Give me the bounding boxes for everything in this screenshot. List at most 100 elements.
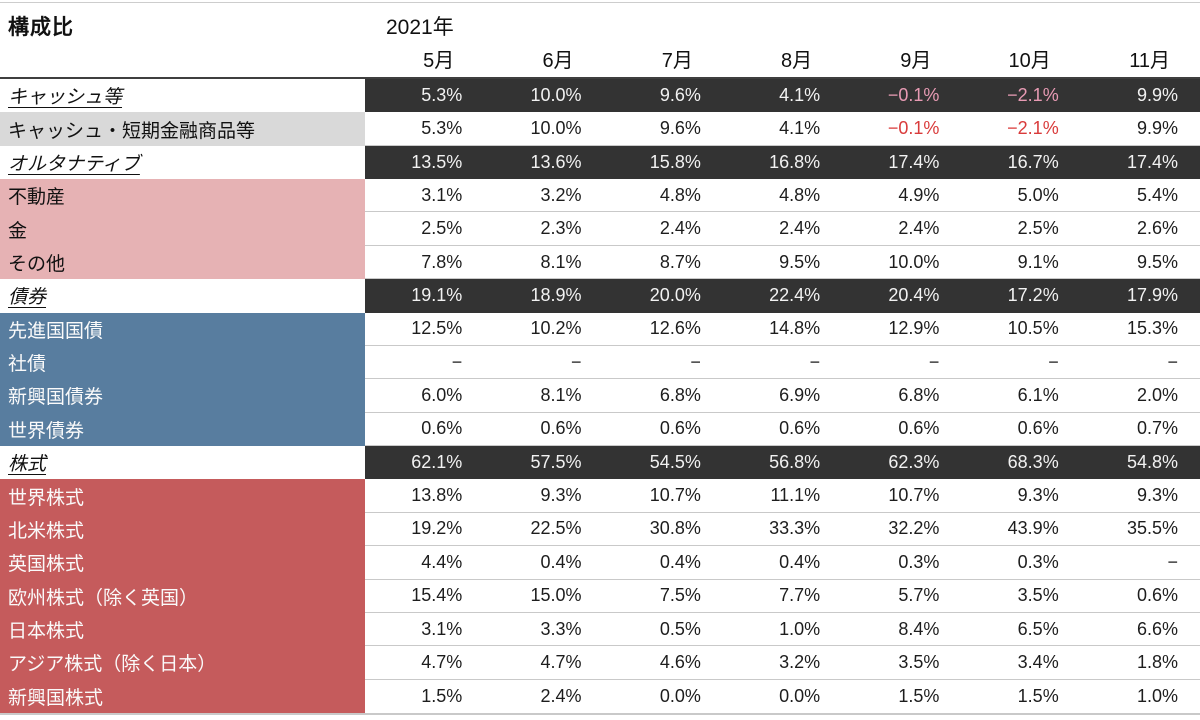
- value-cell: −2.1%: [961, 112, 1081, 146]
- value-cell: 2.5%: [365, 212, 485, 246]
- value-cell: 8.4%: [842, 612, 962, 647]
- table-row: 先進国国債 12.5% 10.2% 12.6% 14.8% 12.9% 10.5% 15.3%: [0, 312, 1200, 346]
- value-cell: 3.5%: [842, 646, 962, 680]
- value-cell: 0.6%: [365, 412, 485, 447]
- value-cell: 4.1%: [722, 112, 843, 146]
- month-header: 10月: [1008, 50, 1051, 72]
- value-cell: 6.6%: [1080, 612, 1200, 647]
- value-cell: 3.1%: [365, 612, 485, 647]
- value-cell: 68.3%: [961, 446, 1081, 480]
- value-cell: 12.9%: [842, 312, 962, 346]
- row-label: 金: [0, 212, 365, 246]
- value-cell: 62.1%: [365, 446, 485, 480]
- value-cell: 5.4%: [1080, 179, 1200, 213]
- value-cell: 4.8%: [722, 179, 843, 213]
- value-cell: 20.4%: [842, 279, 962, 313]
- value-cell: 15.3%: [1080, 312, 1200, 346]
- row-label: 先進国国債: [0, 312, 365, 346]
- value-cell: 6.0%: [365, 379, 485, 413]
- category-row: 株式 62.1% 57.5% 54.5% 56.8% 62.3% 68.3% 54.8%: [0, 446, 1200, 480]
- value-cell: −: [484, 345, 604, 380]
- table-row: 日本株式 3.1% 3.3% 0.5% 1.0% 8.4% 6.5% 6.6%: [0, 612, 1200, 647]
- value-cell: 1.0%: [722, 612, 843, 647]
- value-cell: 0.4%: [603, 546, 723, 580]
- table-row: 英国株式 4.4% 0.4% 0.4% 0.4% 0.3% 0.3% −: [0, 546, 1200, 580]
- value-cell: 6.1%: [961, 379, 1081, 413]
- value-cell: 0.0%: [722, 679, 843, 713]
- value-cell: 9.6%: [603, 112, 723, 146]
- value-cell: 2.5%: [961, 212, 1081, 246]
- value-cell: 1.5%: [961, 679, 1081, 713]
- table-row: 世界株式 13.8% 9.3% 10.7% 11.1% 10.7% 9.3% 9.3%: [0, 479, 1200, 513]
- value-cell: 2.3%: [484, 212, 604, 246]
- value-cell: 13.8%: [365, 479, 485, 513]
- row-label: 日本株式: [0, 612, 365, 647]
- value-cell: 3.5%: [961, 579, 1081, 613]
- value-cell: 43.9%: [961, 512, 1081, 547]
- category-label: オルタナティブ: [0, 145, 365, 180]
- value-cell: 0.6%: [484, 412, 604, 447]
- value-cell: 6.5%: [961, 612, 1081, 647]
- table-row: 不動産 3.1% 3.2% 4.8% 4.8% 4.9% 5.0% 5.4%: [0, 179, 1200, 213]
- table-row: 北米株式 19.2% 22.5% 30.8% 33.3% 32.2% 43.9% 35.5%: [0, 512, 1200, 547]
- value-cell: 10.7%: [842, 479, 962, 513]
- row-label: 英国株式: [0, 546, 365, 580]
- value-cell: 9.3%: [484, 479, 604, 513]
- month-header: 6月: [542, 50, 574, 72]
- value-cell: 4.7%: [365, 646, 485, 680]
- value-cell: 6.8%: [603, 379, 723, 413]
- value-cell: 1.0%: [1080, 679, 1200, 713]
- row-label: 不動産: [0, 179, 365, 213]
- category-row: オルタナティブ 13.5% 13.6% 15.8% 16.8% 17.4% 16.7% 17.…: [0, 145, 1200, 180]
- value-cell: 0.6%: [722, 412, 843, 447]
- value-cell: 15.8%: [603, 145, 723, 180]
- value-cell: 2.4%: [842, 212, 962, 246]
- value-cell: 10.0%: [484, 79, 604, 113]
- month-header: 7月: [661, 50, 693, 72]
- table-row: アジア株式（除く日本） 4.7% 4.7% 4.6% 3.2% 3.5% 3.4% 1.8%: [0, 646, 1200, 680]
- year-label: 2021年: [386, 16, 454, 39]
- value-cell: 10.0%: [484, 112, 604, 146]
- table-row: その他 7.8% 8.1% 8.7% 9.5% 10.0% 9.1% 9.5%: [0, 245, 1200, 280]
- table-row: 欧州株式（除く英国） 15.4% 15.0% 7.5% 7.7% 5.7% 3.5% 0.6%: [0, 579, 1200, 613]
- row-label: 欧州株式（除く英国）: [0, 579, 365, 613]
- value-cell: 9.6%: [603, 79, 723, 113]
- table-row: 社債 − − − − − − −: [0, 345, 1200, 380]
- table-row: 世界債券 0.6% 0.6% 0.6% 0.6% 0.6% 0.6% 0.7%: [0, 412, 1200, 447]
- value-cell: 17.4%: [1080, 145, 1200, 180]
- value-cell: 1.5%: [365, 679, 485, 713]
- value-cell: 0.5%: [603, 612, 723, 647]
- value-cell: 3.2%: [722, 646, 843, 680]
- table-row: キャッシュ・短期金融商品等 5.3% 10.0% 9.6% 4.1% −0.1% −2.1%…: [0, 112, 1200, 146]
- value-cell: −: [1080, 345, 1200, 380]
- value-cell: 18.9%: [484, 279, 604, 313]
- category-label: 株式: [0, 446, 365, 480]
- value-cell: 9.3%: [961, 479, 1081, 513]
- value-cell: 9.5%: [1080, 245, 1200, 280]
- category-row: キャッシュ等 5.3% 10.0% 9.6% 4.1% −0.1% −2.1% 9.9%: [0, 79, 1200, 113]
- value-cell: 2.4%: [722, 212, 843, 246]
- value-cell: 0.6%: [603, 412, 723, 447]
- value-cell: 4.1%: [722, 79, 843, 113]
- month-header: 11月: [1129, 50, 1170, 72]
- month-header: 8月: [781, 50, 813, 72]
- value-cell: 1.8%: [1080, 646, 1200, 680]
- value-cell: 6.8%: [842, 379, 962, 413]
- value-cell: −: [722, 345, 843, 380]
- row-label: 新興国債券: [0, 379, 365, 413]
- row-label: その他: [0, 245, 365, 280]
- value-cell: 0.7%: [1080, 412, 1200, 447]
- value-cell: 30.8%: [603, 512, 723, 547]
- table-row: 新興国株式 1.5% 2.4% 0.0% 0.0% 1.5% 1.5% 1.0%: [0, 679, 1200, 713]
- value-cell: 2.0%: [1080, 379, 1200, 413]
- value-cell: 4.4%: [365, 546, 485, 580]
- value-cell: 54.5%: [603, 446, 723, 480]
- value-cell: 2.4%: [484, 679, 604, 713]
- value-cell: 5.0%: [961, 179, 1081, 213]
- month-header: 9月: [900, 50, 932, 72]
- value-cell: 17.2%: [961, 279, 1081, 313]
- category-row: 債券 19.1% 18.9% 20.0% 22.4% 20.4% 17.2% 17.9%: [0, 279, 1200, 313]
- value-cell: 9.9%: [1080, 79, 1200, 113]
- value-cell: 3.4%: [961, 646, 1081, 680]
